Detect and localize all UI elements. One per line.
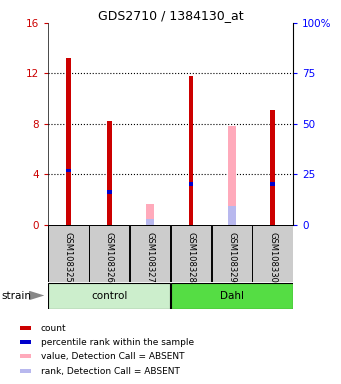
Bar: [20, 354, 31, 358]
Bar: [66, 169, 71, 172]
Text: GSM108329: GSM108329: [227, 232, 236, 282]
Bar: [211, 225, 252, 282]
Text: rank, Detection Call = ABSENT: rank, Detection Call = ABSENT: [41, 367, 180, 376]
Bar: [228, 126, 236, 225]
Bar: [170, 225, 211, 282]
Text: strain: strain: [2, 291, 32, 301]
Bar: [170, 283, 293, 309]
Text: value, Detection Call = ABSENT: value, Detection Call = ABSENT: [41, 352, 184, 361]
Text: control: control: [91, 291, 127, 301]
Bar: [270, 110, 275, 225]
Text: count: count: [41, 324, 66, 333]
Bar: [48, 225, 89, 282]
Bar: [89, 225, 130, 282]
Text: GSM108330: GSM108330: [268, 232, 277, 282]
Bar: [66, 58, 71, 225]
Text: GSM108325: GSM108325: [64, 232, 73, 282]
Bar: [107, 190, 112, 194]
Bar: [20, 340, 31, 344]
Bar: [270, 182, 275, 186]
Bar: [146, 205, 154, 225]
Text: GSM108326: GSM108326: [105, 232, 114, 282]
Bar: [228, 206, 236, 225]
Text: percentile rank within the sample: percentile rank within the sample: [41, 338, 194, 347]
Bar: [146, 219, 154, 225]
Polygon shape: [29, 291, 44, 300]
Bar: [107, 121, 112, 225]
Title: GDS2710 / 1384130_at: GDS2710 / 1384130_at: [98, 9, 243, 22]
Bar: [48, 283, 170, 309]
Text: GSM108328: GSM108328: [187, 232, 195, 282]
Bar: [20, 369, 31, 373]
Bar: [189, 182, 193, 186]
Text: GSM108327: GSM108327: [146, 232, 154, 282]
Bar: [189, 76, 193, 225]
Bar: [20, 326, 31, 330]
Bar: [252, 225, 293, 282]
Text: Dahl: Dahl: [220, 291, 244, 301]
Bar: [130, 225, 170, 282]
